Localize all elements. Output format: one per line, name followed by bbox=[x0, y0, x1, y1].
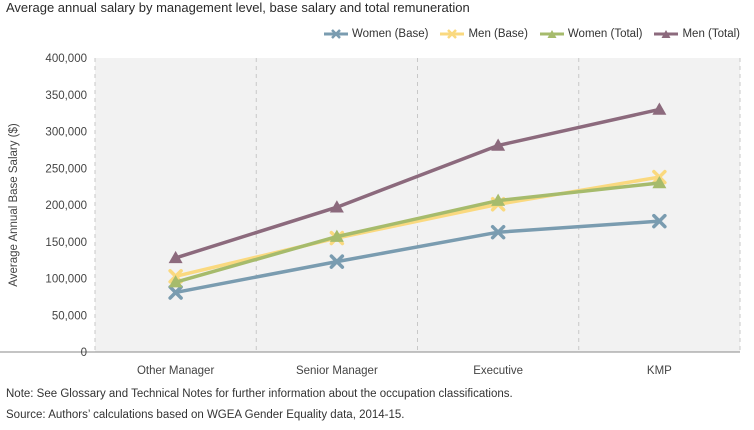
data-point-women-base bbox=[490, 224, 506, 240]
y-tick-label: 50,000 bbox=[52, 310, 87, 322]
series-line-women-total bbox=[173, 181, 662, 284]
data-point-women-base bbox=[329, 254, 345, 269]
legend-line-men-total-icon bbox=[654, 30, 679, 38]
data-point-men-total bbox=[168, 250, 183, 264]
x-tick-label: Executive bbox=[473, 365, 523, 377]
legend-item-women-total: Women (Total) bbox=[539, 28, 643, 40]
legend-label-women-total: Women (Total) bbox=[567, 28, 643, 40]
chart-note: Note: See Glossary and Technical Notes f… bbox=[6, 388, 513, 400]
data-point-women-total bbox=[652, 175, 667, 189]
y-tick-label: 350,000 bbox=[45, 90, 87, 102]
legend-item-men-total: Men (Total) bbox=[654, 28, 740, 40]
legend-line-women-total-icon bbox=[539, 30, 564, 38]
x-tick-label: KMP bbox=[647, 365, 672, 377]
legend-label-women-base: Women (Base) bbox=[351, 28, 429, 40]
y-tick-label: 400,000 bbox=[45, 53, 87, 65]
y-tick-label: 250,000 bbox=[45, 163, 87, 175]
data-point-women-total bbox=[329, 229, 344, 242]
data-point-women-base bbox=[652, 213, 667, 229]
series-line-women-base bbox=[173, 219, 662, 295]
x-tick-label: Other Manager bbox=[137, 365, 215, 377]
chart-source: Source: Authors’ calculations based on W… bbox=[6, 409, 405, 421]
data-point-women-total bbox=[168, 275, 183, 288]
chart-legend: Women (Base) Men (Base) Women (Total) Me… bbox=[323, 26, 740, 42]
chart-title: Average annual salary by management leve… bbox=[6, 0, 470, 15]
data-point-women-total bbox=[491, 193, 506, 206]
y-tick-label: 300,000 bbox=[45, 127, 87, 139]
y-tick-label: 150,000 bbox=[45, 237, 87, 249]
data-point-men-total bbox=[491, 138, 506, 151]
legend-item-women-base: Women (Base) bbox=[323, 28, 429, 40]
y-axis-label: Average Annual Base Salary ($) bbox=[8, 123, 20, 287]
chart-area: 0 50,000 100,000 150,000 200,000 250,000 300,0… bbox=[0, 46, 754, 386]
series-line-men-total bbox=[173, 107, 662, 260]
data-point-men-total bbox=[329, 200, 344, 213]
x-tick-label: Senior Manager bbox=[296, 365, 378, 377]
legend-label-men-total: Men (Total) bbox=[682, 28, 740, 40]
legend-label-men-base: Men (Base) bbox=[468, 28, 528, 40]
legend-line-men-base-icon bbox=[440, 29, 465, 39]
data-point-women-base bbox=[168, 285, 183, 300]
line-chart: 0 50,000 100,000 150,000 200,000 250,000 300,0… bbox=[0, 53, 741, 377]
legend-line-women-base-icon bbox=[323, 29, 348, 39]
y-tick-label: 200,000 bbox=[45, 200, 87, 212]
y-tick-label: 100,000 bbox=[45, 274, 87, 286]
y-tick-label: 0 bbox=[81, 347, 87, 359]
data-point-men-total bbox=[652, 102, 667, 115]
legend-item-men-base: Men (Base) bbox=[440, 28, 528, 40]
